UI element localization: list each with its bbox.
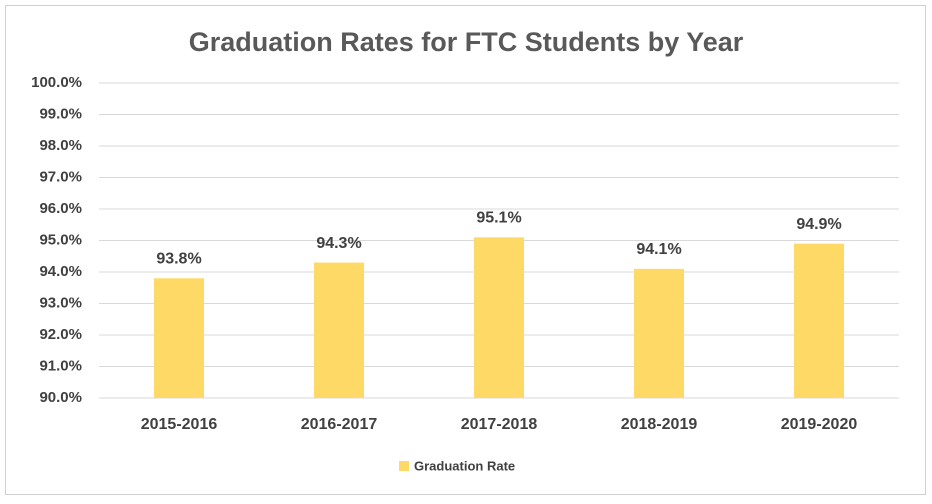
y-tick-label: 97.0%: [39, 168, 82, 185]
x-tick-label: 2018-2019: [621, 416, 698, 433]
chart-border: [5, 5, 926, 495]
y-tick-label: 100.0%: [31, 74, 82, 91]
y-tick-label: 95.0%: [39, 231, 82, 248]
y-tick-label: 98.0%: [39, 137, 82, 154]
x-tick-label: 2017-2018: [461, 416, 538, 433]
x-tick-label: 2015-2016: [141, 416, 218, 433]
data-label: 93.8%: [156, 251, 201, 268]
y-tick-label: 91.0%: [39, 357, 82, 374]
chart-title: Graduation Rates for FTC Students by Yea…: [189, 27, 744, 57]
bar: [794, 243, 844, 398]
y-tick-label: 92.0%: [39, 326, 82, 343]
bar: [474, 237, 524, 398]
y-tick-label: 96.0%: [39, 200, 82, 217]
data-label: 94.9%: [796, 216, 841, 233]
data-label: 94.3%: [316, 235, 361, 252]
y-tick-label: 99.0%: [39, 105, 82, 122]
legend-label: Graduation Rate: [414, 458, 515, 473]
data-label: 94.1%: [636, 241, 681, 258]
bar: [634, 268, 684, 398]
data-label: 95.1%: [476, 210, 521, 227]
y-tick-label: 90.0%: [39, 389, 82, 406]
y-tick-label: 93.0%: [39, 294, 82, 311]
y-tick-label: 94.0%: [39, 263, 82, 280]
legend-swatch: [399, 461, 409, 471]
x-tick-label: 2019-2020: [781, 416, 858, 433]
x-tick-label: 2016-2017: [301, 416, 378, 433]
bar: [154, 278, 204, 398]
bar: [314, 262, 364, 398]
